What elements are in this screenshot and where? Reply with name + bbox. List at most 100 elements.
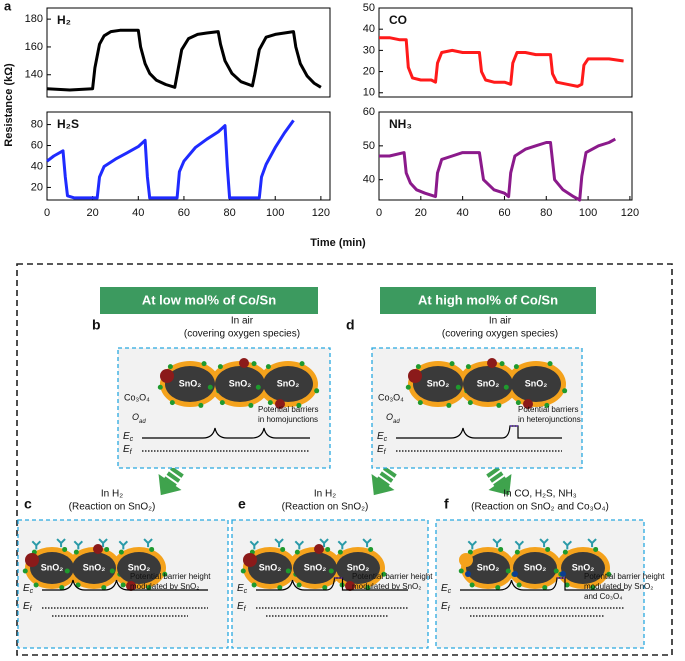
outer-border [16, 263, 673, 656]
oxygen-dot [562, 388, 568, 394]
band-label: Ef [441, 601, 451, 613]
plot-frame [46, 111, 331, 201]
grain-label: SnO₂ [128, 562, 151, 572]
x-tick-label: 0 [376, 207, 382, 219]
oxygen-dot [328, 568, 334, 574]
co3o4-particle [459, 553, 473, 567]
arrow-stripe [489, 471, 504, 483]
grain [413, 366, 463, 402]
molecule [294, 540, 305, 550]
panel-caption: In air [489, 316, 512, 327]
panel-caption: In H₂ [314, 489, 336, 500]
co3o4-site [465, 571, 471, 577]
barrier-note: Potential barriers [518, 405, 578, 414]
co3o4-particle [239, 358, 249, 368]
oxygen-dot [198, 402, 204, 408]
oxygen-dot [496, 402, 502, 408]
grain [463, 366, 513, 402]
oxygen-dot [465, 364, 471, 370]
oxygen-dot [219, 400, 225, 406]
molecule [249, 540, 260, 550]
oxygen-dot [325, 546, 331, 552]
oxygen-dot [201, 361, 207, 367]
band-label-main: E [441, 601, 448, 612]
oxygen-dot [64, 568, 70, 574]
band-label: Ef [377, 444, 387, 456]
oxygen-dot [59, 585, 65, 591]
oxygen-dot [337, 549, 343, 555]
oxygen-dot [251, 582, 257, 588]
co3o4-particle [126, 581, 136, 591]
band-label-sub: c [130, 436, 134, 443]
conduction-band [396, 425, 562, 439]
oxygen-dot [62, 546, 68, 552]
oxygen-dot [415, 364, 421, 370]
barrier-note: in homojunctions [258, 415, 318, 424]
band-label-sub: c [384, 436, 388, 443]
oxygen-dot [162, 571, 168, 577]
oxygen-dot [365, 585, 371, 591]
x-tick-label: 80 [223, 207, 235, 219]
arrow-stripe [163, 476, 177, 488]
oxygen-dot [104, 546, 110, 552]
oxygen-dot [267, 400, 273, 406]
oxygen-dot [207, 384, 213, 390]
x-tick-label: 100 [579, 207, 597, 219]
molecule [118, 540, 129, 550]
grain-label: SnO₂ [41, 562, 64, 572]
header-box [100, 287, 318, 314]
x-tick-label: 20 [415, 207, 427, 219]
panel-caption: In CO, H₂S, NH₃ [503, 489, 577, 500]
grain-label: SnO₂ [525, 378, 548, 388]
barrier-note: Potential barrier height [352, 572, 433, 581]
arrow-stripe [166, 471, 181, 483]
band-label-sub: c [244, 588, 248, 595]
y-tick-label: 180 [25, 13, 43, 25]
co3o4-particle [523, 399, 533, 409]
oxygen-dot [280, 546, 286, 552]
oxygen-dot [167, 364, 173, 370]
grain-label: SnO₂ [179, 378, 202, 388]
band-label-main: E [23, 601, 30, 612]
panel-caption: In H₂ [101, 489, 123, 500]
band-label-sub: f [384, 449, 387, 456]
x-tick-label: 60 [178, 207, 190, 219]
panel-letter: b [92, 317, 101, 333]
band-label-main: E [441, 583, 448, 594]
oxygen-dot [248, 402, 254, 408]
oxygen-dot [120, 582, 126, 588]
oxygen-dot [467, 400, 473, 406]
grain-label: SnO₂ [572, 562, 595, 572]
oxygen-dot [22, 568, 28, 574]
grain-label: SnO₂ [83, 562, 106, 572]
x-axis-label: Time (min) [310, 237, 366, 249]
arrow [371, 466, 397, 496]
x-tick-label: 120 [621, 207, 639, 219]
panel-caption: In air [231, 316, 254, 327]
oxygen-dot [405, 384, 411, 390]
adsorbate-label-sub: ad [393, 419, 400, 425]
band-label-main: E [123, 431, 130, 442]
x-tick-label: 60 [498, 207, 510, 219]
oxygen-dot [118, 549, 124, 555]
oxygen-dot [495, 585, 501, 591]
series-label: H₂ [57, 13, 71, 27]
oxygen-dot [547, 361, 553, 367]
grain [511, 366, 561, 402]
band-label-sub: c [30, 588, 34, 595]
y-tick-label: 80 [31, 118, 43, 130]
arrow-stripe [170, 466, 184, 478]
grain-label: SnO₂ [477, 378, 500, 388]
oxygen-dot [296, 402, 302, 408]
oxygen-dot [314, 388, 320, 394]
adsorbate-label-sub: ad [139, 419, 146, 425]
molecule [587, 538, 597, 548]
oxygen-dot [590, 585, 596, 591]
panel-letter: d [346, 317, 355, 333]
oxygen-dot [417, 400, 423, 406]
molecule [467, 540, 478, 550]
grain-label: SnO₂ [229, 378, 252, 388]
co3o4-particle [160, 369, 174, 383]
oxygen-dot [606, 571, 612, 577]
